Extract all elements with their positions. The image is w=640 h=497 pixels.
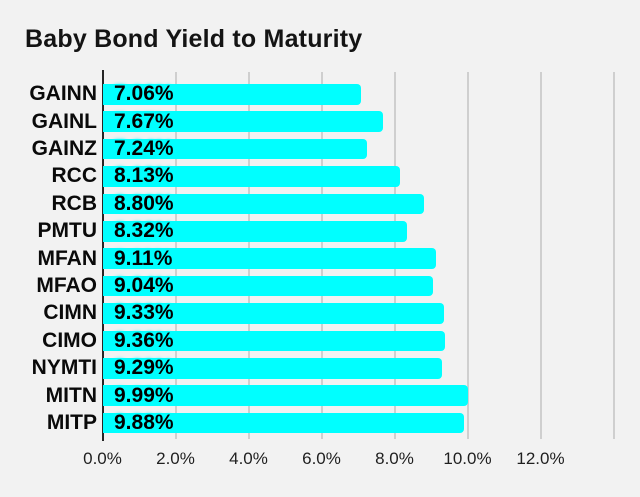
category-label: MFAN — [37, 246, 98, 270]
category-label: PMTU — [37, 219, 98, 243]
value-label: 9.99% — [114, 383, 174, 407]
bar — [103, 221, 407, 242]
bar — [103, 358, 443, 379]
category-label: GAINN — [29, 82, 97, 106]
bar — [103, 412, 464, 434]
x-tick-label: 4.0% — [229, 449, 268, 468]
x-tick-label: 8.0% — [375, 449, 414, 468]
x-tick-label: 0.0% — [83, 449, 122, 468]
category-label: CIMO — [42, 328, 97, 352]
bar — [103, 385, 468, 406]
gridline — [539, 72, 542, 439]
value-label: 9.04% — [114, 274, 174, 298]
value-label: 9.33% — [114, 301, 174, 325]
value-label: 8.32% — [114, 219, 174, 243]
category-label: GAINL — [31, 109, 97, 133]
value-label: 9.11% — [114, 246, 173, 270]
x-tick-label: 6.0% — [302, 449, 341, 468]
gridline — [466, 72, 469, 439]
bar — [103, 330, 445, 352]
category-label: MITP — [46, 411, 97, 435]
category-label: NYMTI — [31, 356, 97, 380]
y-axis-baseline — [101, 70, 104, 441]
category-label: MFAO — [36, 274, 97, 298]
bar — [103, 166, 400, 187]
category-label: MITN — [45, 383, 97, 407]
category-label: CIMN — [43, 301, 97, 325]
bar — [103, 138, 368, 160]
bar — [103, 84, 361, 105]
value-label: 9.36% — [114, 328, 174, 352]
bar — [103, 111, 383, 132]
value-label: 8.80% — [114, 191, 174, 215]
chart-title: Baby Bond Yield to Maturity — [25, 25, 363, 53]
x-tick-label: 10.0% — [443, 449, 492, 468]
bar — [103, 303, 444, 324]
value-label: 9.88% — [114, 411, 174, 435]
bar — [103, 248, 436, 269]
x-tick-label: 12.0% — [516, 449, 565, 468]
value-label: 9.29% — [114, 356, 174, 380]
gridline — [612, 72, 615, 439]
value-label: 7.67% — [114, 109, 174, 133]
value-label: 8.13% — [114, 164, 174, 188]
value-label: 7.06% — [114, 82, 174, 106]
bar — [103, 193, 425, 215]
x-tick-label: 2.0% — [156, 449, 195, 468]
category-label: RCB — [51, 191, 98, 215]
value-label: 7.24% — [114, 137, 174, 161]
bar — [103, 275, 433, 297]
category-label: GAINZ — [31, 137, 97, 161]
category-label: RCC — [51, 164, 98, 188]
